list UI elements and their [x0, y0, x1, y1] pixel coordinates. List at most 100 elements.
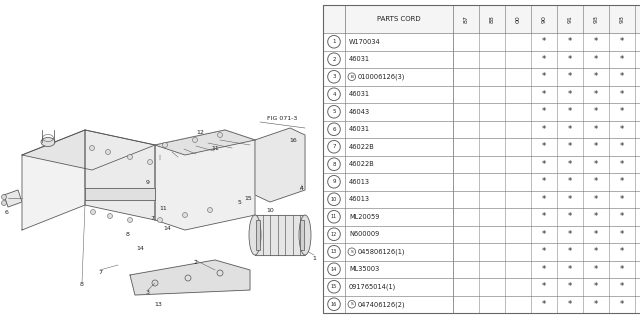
Bar [323, 121, 640, 138]
Circle shape [106, 149, 111, 155]
Polygon shape [85, 188, 155, 200]
Text: S: S [351, 302, 353, 306]
Text: *: * [542, 282, 546, 291]
Text: *: * [620, 195, 624, 204]
Text: 46013: 46013 [349, 196, 370, 202]
Polygon shape [130, 260, 250, 295]
Text: 91: 91 [568, 15, 573, 23]
Bar [323, 243, 640, 260]
Bar [300, 220, 304, 250]
Text: 10: 10 [331, 197, 337, 202]
Text: *: * [594, 177, 598, 186]
Text: 15: 15 [331, 284, 337, 289]
Polygon shape [155, 130, 255, 155]
Polygon shape [255, 128, 305, 202]
Text: 12: 12 [196, 131, 204, 135]
Text: PARTS CORD: PARTS CORD [377, 16, 421, 22]
Text: 5: 5 [238, 201, 242, 205]
Bar [323, 260, 640, 278]
Circle shape [108, 213, 113, 219]
Text: B: B [350, 75, 353, 79]
Text: *: * [620, 177, 624, 186]
Text: *: * [542, 230, 546, 239]
Bar [323, 5, 640, 313]
Circle shape [182, 212, 188, 218]
Bar [323, 173, 640, 190]
Text: 2: 2 [193, 260, 197, 265]
Text: 7: 7 [98, 269, 102, 275]
Text: 16: 16 [289, 138, 297, 142]
Polygon shape [4, 190, 22, 207]
Text: *: * [542, 107, 546, 116]
Text: 1: 1 [312, 255, 316, 260]
Text: 6: 6 [5, 210, 9, 214]
Text: 7: 7 [332, 144, 336, 149]
Text: *: * [568, 247, 572, 256]
Text: 46043: 46043 [349, 109, 370, 115]
Text: 7: 7 [150, 215, 154, 220]
Text: 14: 14 [331, 267, 337, 272]
Text: *: * [568, 55, 572, 64]
Text: *: * [542, 160, 546, 169]
Text: 14: 14 [163, 226, 171, 230]
Text: W170034: W170034 [349, 39, 381, 45]
Bar [323, 208, 640, 226]
Text: *: * [542, 247, 546, 256]
Polygon shape [255, 215, 305, 255]
Circle shape [127, 218, 132, 222]
Text: *: * [542, 195, 546, 204]
Text: 46031: 46031 [349, 91, 370, 97]
Circle shape [163, 142, 168, 148]
Text: 15: 15 [244, 196, 252, 201]
Text: 045806126(1): 045806126(1) [358, 249, 405, 255]
Text: *: * [594, 72, 598, 81]
Text: 46013: 46013 [349, 179, 370, 185]
Text: 46031: 46031 [349, 56, 370, 62]
Text: 93: 93 [593, 15, 598, 23]
Circle shape [90, 210, 95, 214]
Text: *: * [542, 37, 546, 46]
Text: *: * [542, 300, 546, 309]
Text: *: * [568, 72, 572, 81]
Bar [323, 278, 640, 295]
Text: *: * [568, 37, 572, 46]
Text: 88: 88 [490, 15, 495, 23]
Text: 90: 90 [541, 15, 547, 23]
Text: 010006126(3): 010006126(3) [358, 74, 405, 80]
Text: *: * [542, 265, 546, 274]
Ellipse shape [249, 215, 261, 255]
Text: 10: 10 [266, 207, 274, 212]
Text: 11: 11 [159, 205, 167, 211]
Bar [323, 156, 640, 173]
Text: *: * [594, 212, 598, 221]
Text: *: * [620, 125, 624, 134]
Circle shape [127, 155, 132, 159]
Circle shape [147, 159, 152, 164]
Text: 3: 3 [332, 74, 336, 79]
Circle shape [90, 146, 95, 150]
Ellipse shape [299, 215, 311, 255]
Polygon shape [22, 130, 155, 170]
Text: *: * [594, 265, 598, 274]
Text: *: * [620, 212, 624, 221]
Text: *: * [594, 142, 598, 151]
Text: *: * [620, 107, 624, 116]
Text: *: * [594, 247, 598, 256]
Text: *: * [594, 90, 598, 99]
Text: *: * [620, 300, 624, 309]
Text: 87: 87 [463, 15, 468, 23]
Text: *: * [620, 247, 624, 256]
Text: *: * [594, 37, 598, 46]
Circle shape [1, 195, 6, 199]
Text: *: * [568, 90, 572, 99]
Bar [256, 220, 260, 250]
Text: 5: 5 [332, 109, 336, 114]
Text: 4: 4 [300, 186, 304, 190]
Text: 14: 14 [136, 245, 144, 251]
Text: 12: 12 [331, 232, 337, 237]
Text: 46022B: 46022B [349, 144, 375, 150]
Text: 9: 9 [146, 180, 150, 186]
Text: 8: 8 [126, 233, 130, 237]
Text: 46031: 46031 [349, 126, 370, 132]
Text: 13: 13 [154, 302, 162, 308]
